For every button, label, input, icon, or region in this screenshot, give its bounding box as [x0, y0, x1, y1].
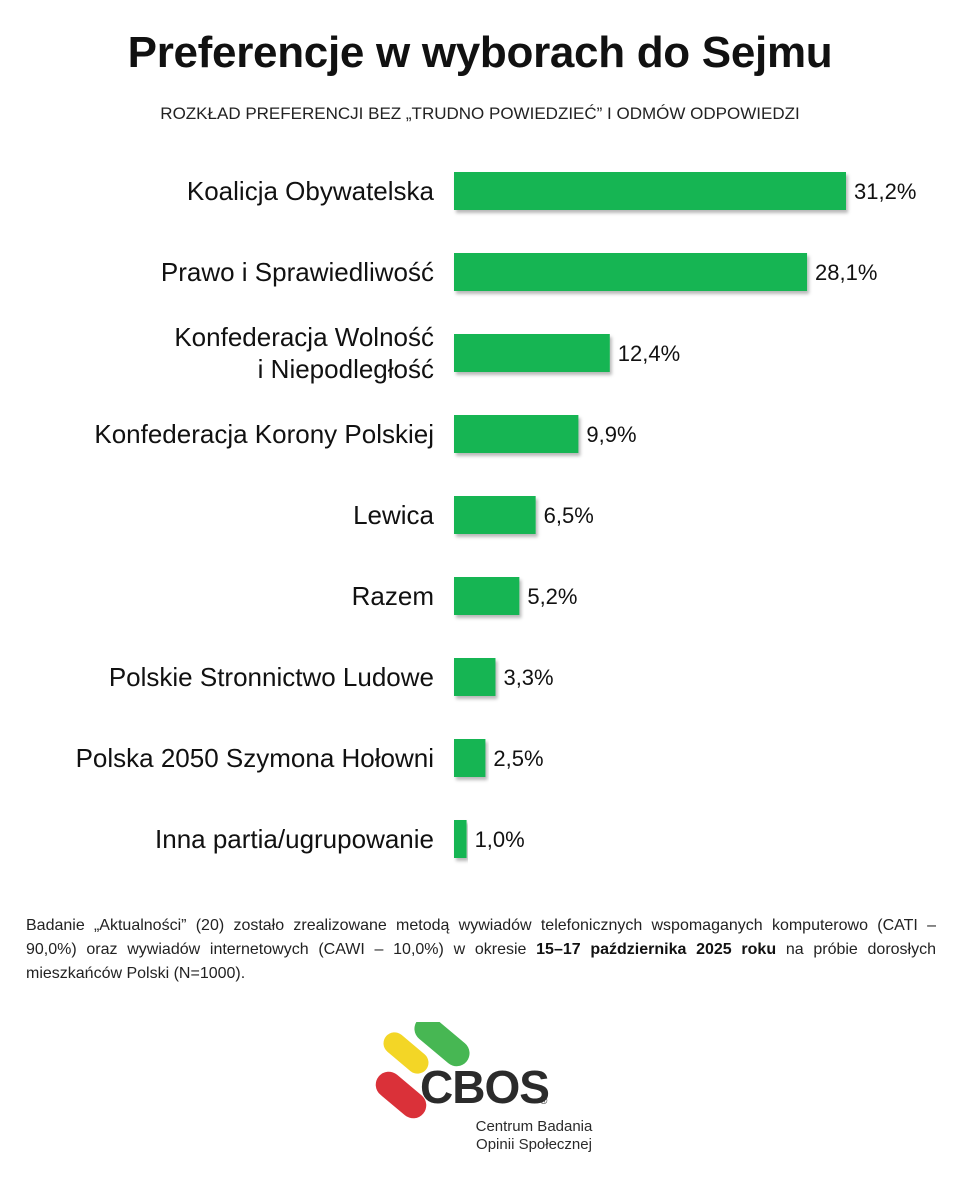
yellow-pill: [383, 1032, 429, 1074]
footnote-text: Badanie „Aktualności” (20) zostało zreal…: [26, 917, 936, 958]
category-label: Razem: [352, 581, 434, 611]
category-label: Prawo i Sprawiedliwość: [161, 257, 434, 287]
cbos-logo: CBOS ® Centrum Badania Opinii Społecznej: [362, 1022, 632, 1162]
value-label: 2,5%: [493, 746, 543, 771]
bar-chart: 31,2% Koalicja Obywatelska 28,1% Prawo i Sp…: [76, 172, 916, 858]
footnote: Badanie „Aktualności” (20) zostało zreal…: [26, 914, 936, 986]
bar: [454, 496, 536, 534]
value-label: 28,1%: [815, 260, 877, 285]
category-label: Polskie Stronnictwo Ludowe: [109, 662, 434, 692]
cbos-logo-subtitle-line2: Opinii Społecznej: [476, 1136, 592, 1153]
value-label: 5,2%: [527, 584, 577, 609]
bar: [454, 739, 486, 777]
category-label: Koalicja Obywatelska: [187, 176, 435, 206]
category-label: Lewica: [353, 500, 434, 530]
bar: [454, 658, 496, 696]
green-pill: [414, 1022, 470, 1067]
registered-icon: ®: [540, 1096, 548, 1107]
bar: [454, 577, 520, 615]
value-label: 12,4%: [618, 341, 680, 366]
bar: [454, 334, 610, 372]
footnote-text-end: na próbie dorosłych mieszkańców Polski (…: [26, 941, 937, 982]
red-pill: [375, 1071, 427, 1119]
category-label: Konfederacja Wolność: [174, 322, 434, 352]
footnote-date: 15–17 października 2025 roku: [536, 941, 777, 958]
value-label: 6,5%: [544, 503, 594, 528]
cbos-logo-subtitle-line1: Centrum Badania: [475, 1118, 593, 1135]
value-label: 31,2%: [854, 179, 916, 204]
category-label: Konfederacja Korony Polskiej: [94, 419, 434, 449]
chart-title: Preferencje w wyborach do Sejmu: [127, 28, 833, 77]
category-label: i Niepodległość: [258, 354, 434, 384]
value-label: 1,0%: [475, 827, 525, 852]
cbos-logo-mark: [375, 1022, 470, 1119]
bar: [454, 415, 579, 453]
bar: [454, 820, 467, 858]
chart-subtitle: ROZKŁAD PREFERENCJI BEZ „TRUDNO POWIEDZI…: [160, 104, 800, 123]
category-label: Polska 2050 Szymona Hołowni: [76, 743, 434, 773]
category-label: Inna partia/ugrupowanie: [155, 824, 434, 854]
cbos-logo-name: CBOS: [420, 1061, 550, 1113]
cbos-logo-subtitle: Centrum Badania Opinii Społecznej: [434, 1118, 634, 1154]
bar: [454, 253, 808, 291]
value-label: 9,9%: [586, 422, 636, 447]
value-label: 3,3%: [503, 665, 553, 690]
bar: [454, 172, 846, 210]
